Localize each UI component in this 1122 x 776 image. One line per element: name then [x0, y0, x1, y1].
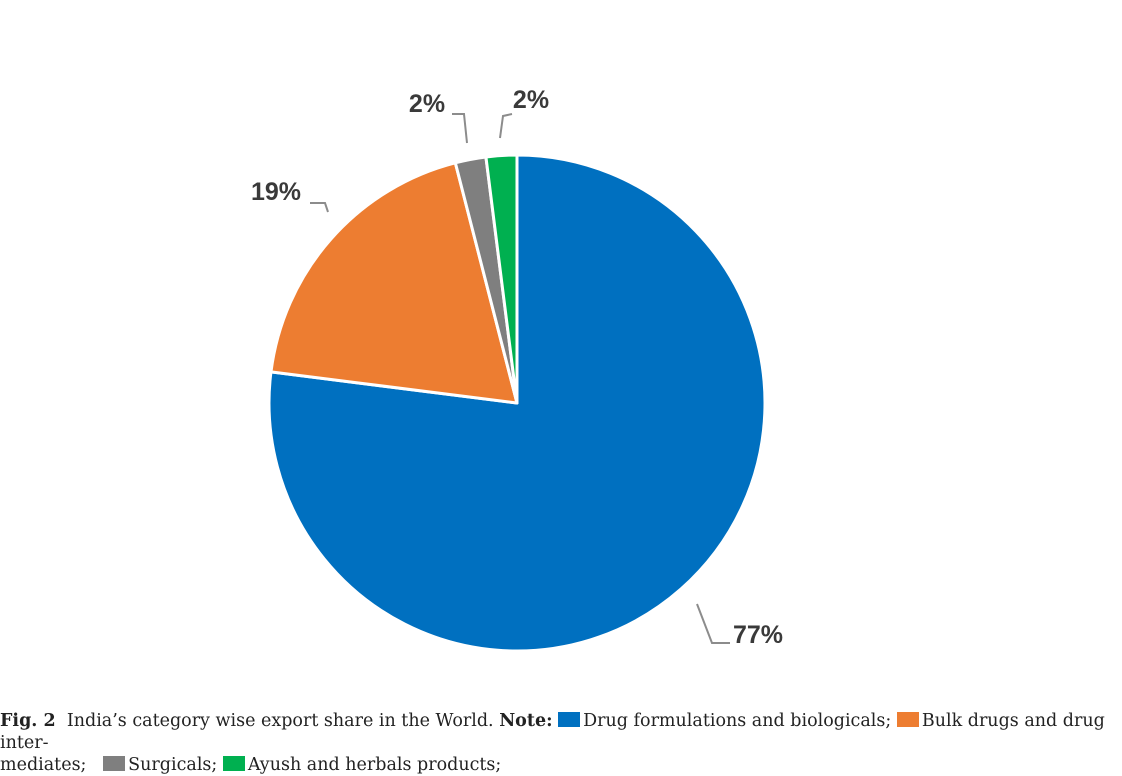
data-label-3: 2%	[409, 90, 445, 118]
leader-line-3	[452, 113, 468, 144]
legend-swatch-bulk-drugs	[896, 712, 919, 727]
legend-text-ayush: Ayush and herbals products;	[247, 755, 502, 775]
pie-slice-2	[269, 161, 519, 405]
pie-slice-4	[484, 153, 519, 405]
legend-swatch-ayush	[222, 756, 245, 771]
legend-swatch-drug-formulations	[558, 712, 581, 727]
figure-label: Fig. 2	[0, 711, 56, 731]
leader-line-4	[499, 113, 513, 139]
pie-chart: 77% 19% 2% 2%	[251, 86, 783, 653]
note-label: Note:	[499, 711, 553, 731]
data-label-4: 2%	[513, 86, 549, 114]
legend-swatch-surgicals	[103, 756, 126, 771]
data-label-1: 77%	[733, 621, 783, 649]
leader-line-1	[696, 603, 730, 644]
figure-caption: Fig. 2 India’s category wise export shar…	[0, 710, 1118, 776]
caption-text: India’s category wise export share in th…	[66, 711, 494, 731]
legend-text-bulk-drugs-cont: mediates;	[0, 755, 87, 775]
legend-text-bulk-drugs: Bulk drugs and drug inter-	[0, 711, 1105, 753]
data-label-2: 19%	[251, 178, 301, 206]
leader-line-2	[310, 202, 329, 213]
legend-text-surgicals: Surgicals;	[128, 755, 218, 775]
legend-text-drug-formulations: Drug formulations and biologicals;	[583, 711, 892, 731]
